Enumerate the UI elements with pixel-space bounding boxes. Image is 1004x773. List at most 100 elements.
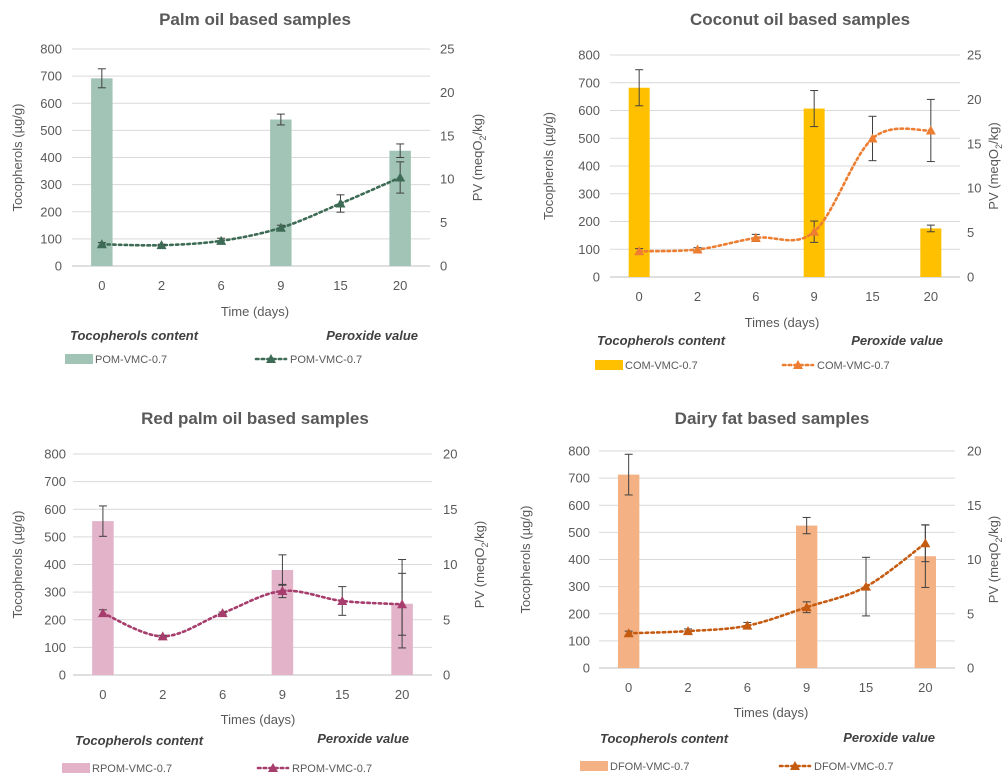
- y-left-tick-label: 300: [568, 579, 590, 594]
- x-axis-label: Time (days): [221, 304, 289, 319]
- x-tick-label: 2: [694, 289, 701, 304]
- y-left-tick-label: 800: [578, 48, 600, 63]
- x-tick-label: 15: [333, 278, 347, 293]
- y-right-label-part: PV (meqO: [470, 141, 485, 202]
- data-point: [750, 232, 761, 242]
- y-right-label-part: PV (meqO: [986, 543, 1001, 604]
- legend-line-marker: [793, 360, 803, 369]
- bar: [271, 570, 294, 675]
- chart-title: Palm oil based samples: [159, 10, 351, 29]
- y-left-tick-label: 200: [578, 214, 600, 229]
- legend-bar-label: DFOM-VMC-0.7: [610, 761, 689, 773]
- data-point: [96, 239, 107, 249]
- legend-bar-swatch: [580, 761, 608, 771]
- data-point: [275, 222, 286, 232]
- legend-bar-swatch: [62, 763, 90, 773]
- y-right-axis-label: PV (meqO2/kg): [986, 516, 1004, 603]
- x-axis-label: Times (days): [221, 712, 296, 727]
- data-point: [395, 172, 406, 182]
- y-left-tick-label: 0: [593, 270, 600, 285]
- x-tick-label: 20: [393, 278, 407, 293]
- y-right-label-part: /kg): [986, 122, 1001, 144]
- y-left-tick-label: 800: [568, 444, 590, 459]
- legend-title-left: Tocopherols content: [597, 333, 726, 348]
- y-left-tick-label: 300: [44, 585, 66, 600]
- chart-panel-2: 0 100 200 300 400 500 600 700 800 0 5 10 15 20 25 0 2 6 9 1…: [541, 10, 1004, 372]
- x-tick-label: 20: [395, 687, 409, 702]
- chart-panel-1: 0 100 200 300 400 500 600 700 800 0 5 10 15 20 25 0 2 6 9 1…: [10, 10, 488, 366]
- y-left-tick-label: 300: [40, 177, 62, 192]
- y-right-tick-label: 25: [440, 42, 454, 57]
- legend-line-label: POM-VMC-0.7: [290, 354, 362, 366]
- y-right-axis-label: PV (meqO2/kg): [470, 114, 488, 201]
- legend-line-marker: [790, 761, 800, 770]
- legend-title-left: Tocopherols content: [75, 733, 204, 748]
- y-right-tick-label: 15: [967, 498, 981, 513]
- y-right-tick-label: 5: [440, 215, 447, 230]
- y-left-axis-label: Tocopherols (µg/g): [10, 104, 25, 212]
- data-point: [623, 628, 634, 638]
- y-right-tick-label: 10: [440, 172, 454, 187]
- data-point: [683, 626, 693, 636]
- y-left-tick-label: 700: [578, 75, 600, 90]
- y-left-tick-label: 200: [568, 606, 590, 621]
- legend-line-label: DFOM-VMC-0.7: [814, 761, 893, 773]
- y-left-tick-label: 0: [55, 259, 62, 274]
- data-point: [920, 538, 931, 548]
- y-right-axis-label: PV (meqO2/kg): [986, 122, 1004, 209]
- legend-bar-swatch: [595, 360, 623, 370]
- y-right-tick-label: 15: [967, 136, 981, 151]
- legend-bar-label: COM-VMC-0.7: [625, 360, 698, 372]
- legend-bar-label: POM-VMC-0.7: [95, 354, 167, 366]
- x-tick-label: 6: [752, 289, 759, 304]
- y-right-label-part: PV (meqO: [472, 548, 487, 609]
- x-tick-label: 2: [684, 680, 691, 695]
- x-tick-label: 2: [159, 687, 166, 702]
- bar: [795, 525, 818, 668]
- y-left-tick-label: 300: [578, 186, 600, 201]
- bar: [91, 78, 113, 266]
- bar: [803, 108, 825, 278]
- y-left-tick-label: 700: [568, 471, 590, 486]
- data-point: [156, 240, 167, 250]
- y-right-tick-label: 10: [967, 552, 981, 567]
- x-tick-label: 9: [803, 680, 810, 695]
- x-tick-label: 6: [218, 278, 225, 293]
- y-right-tick-label: 20: [443, 447, 457, 462]
- y-right-label-subscript: 2: [478, 135, 488, 140]
- y-right-tick-label: 5: [967, 225, 974, 240]
- y-right-tick-label: 0: [967, 270, 974, 285]
- x-tick-label: 9: [811, 289, 818, 304]
- y-right-tick-label: 20: [440, 85, 454, 100]
- legend-line-label: RPOM-VMC-0.7: [292, 763, 372, 773]
- y-left-tick-label: 500: [568, 525, 590, 540]
- legend-line-marker: [266, 354, 276, 363]
- y-left-tick-label: 200: [40, 204, 62, 219]
- y-left-tick-label: 100: [40, 231, 62, 246]
- x-tick-label: 15: [859, 680, 873, 695]
- series-line: [637, 127, 933, 253]
- series-line: [627, 541, 927, 635]
- bar: [628, 87, 650, 278]
- y-left-tick-label: 700: [40, 69, 62, 84]
- legend-title-right: Peroxide value: [326, 328, 418, 343]
- legend-title-left: Tocopherols content: [600, 731, 729, 746]
- y-left-tick-label: 200: [44, 612, 66, 627]
- bar: [270, 119, 292, 267]
- bar: [914, 556, 937, 668]
- legend-bar-label: RPOM-VMC-0.7: [92, 763, 172, 773]
- y-left-axis-label: Tocopherols (µg/g): [518, 506, 533, 614]
- y-right-tick-label: 0: [443, 668, 450, 683]
- data-point: [337, 595, 348, 605]
- y-right-tick-label: 10: [443, 557, 457, 572]
- x-axis-label: Times (days): [734, 705, 809, 720]
- y-left-tick-label: 800: [44, 447, 66, 462]
- legend-line-label: COM-VMC-0.7: [817, 360, 890, 372]
- series-line: [101, 589, 404, 638]
- x-tick-label: 20: [918, 680, 932, 695]
- data-point: [157, 631, 168, 641]
- y-right-label-subscript: 2: [994, 144, 1004, 149]
- x-tick-label: 6: [744, 680, 751, 695]
